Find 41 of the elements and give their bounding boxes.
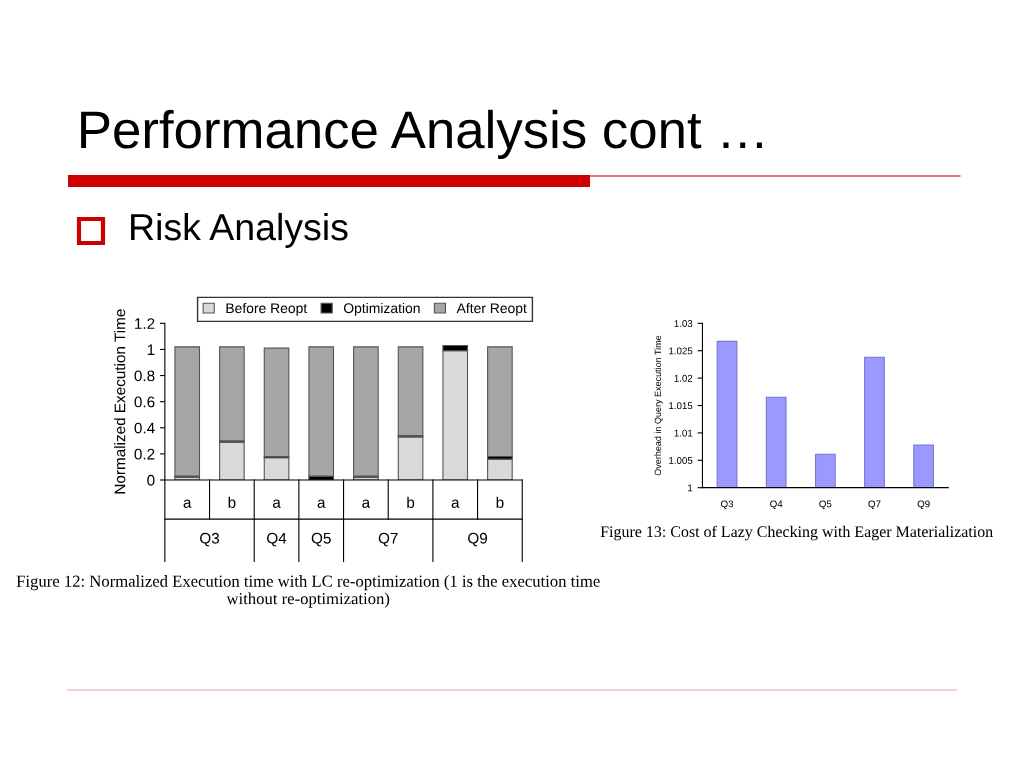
x-tick-label: b xyxy=(228,496,236,508)
x-tick-label: Q7 xyxy=(868,500,881,510)
chart-title: Performance Analysis cont … xyxy=(81,109,762,159)
x-tick-label: Q5 xyxy=(819,500,832,510)
text: Q5 xyxy=(311,532,331,547)
y-tick-label: 1 xyxy=(688,484,693,492)
caption: Figure 13: Cost of Lazy Checking with Eager Materialization xyxy=(600,525,993,541)
legend-label: Optimization xyxy=(343,302,420,316)
text: Q9 xyxy=(468,532,488,547)
x-tick-label: a xyxy=(451,499,460,508)
y-tick-label: 1 xyxy=(147,344,155,355)
text: Q3 xyxy=(200,532,220,547)
caption: Figure 12: Normalized Execution time with LC re-optimization (1 is the execution time without re-optimization) xyxy=(16,575,600,608)
y-tick-label: 1.02 xyxy=(674,374,693,382)
x-tick-label: Q4 xyxy=(770,500,783,510)
y-tick-label: 0.6 xyxy=(134,396,155,408)
legend-label: After Reopt xyxy=(456,302,527,316)
y-tick-label: 0.2 xyxy=(134,448,155,460)
y-axis-title: Normalized Execution Time xyxy=(114,309,126,494)
x-tick-label: Q9 xyxy=(917,500,930,510)
x-tick-label: b xyxy=(496,496,504,508)
x-tick-label: b xyxy=(407,496,415,508)
y-tick-label: 1.01 xyxy=(674,429,693,437)
y-tick-label: 0.4 xyxy=(134,422,155,434)
y-tick-label: 1.025 xyxy=(669,347,693,355)
chart-subtitle: Risk Analysis xyxy=(131,212,348,248)
y-axis-title: Overhead in Query Execution Time xyxy=(654,335,663,476)
text: Q7 xyxy=(378,532,398,547)
y-tick-label: 0.8 xyxy=(134,370,155,382)
y-tick-label: 1.005 xyxy=(669,457,693,464)
legend-label: Before Reopt xyxy=(226,302,308,316)
text: Q4 xyxy=(267,532,287,547)
x-tick-label: a xyxy=(183,499,192,508)
x-tick-label: a xyxy=(317,499,326,508)
x-tick-label: a xyxy=(362,499,371,508)
x-tick-label: a xyxy=(272,499,281,508)
y-tick-label: 1.2 xyxy=(135,318,155,329)
y-tick-label: 1.03 xyxy=(674,320,693,327)
y-tick-label: 1.015 xyxy=(669,402,693,410)
x-tick-label: Q3 xyxy=(721,500,734,510)
y-tick-label: 0 xyxy=(147,474,155,486)
